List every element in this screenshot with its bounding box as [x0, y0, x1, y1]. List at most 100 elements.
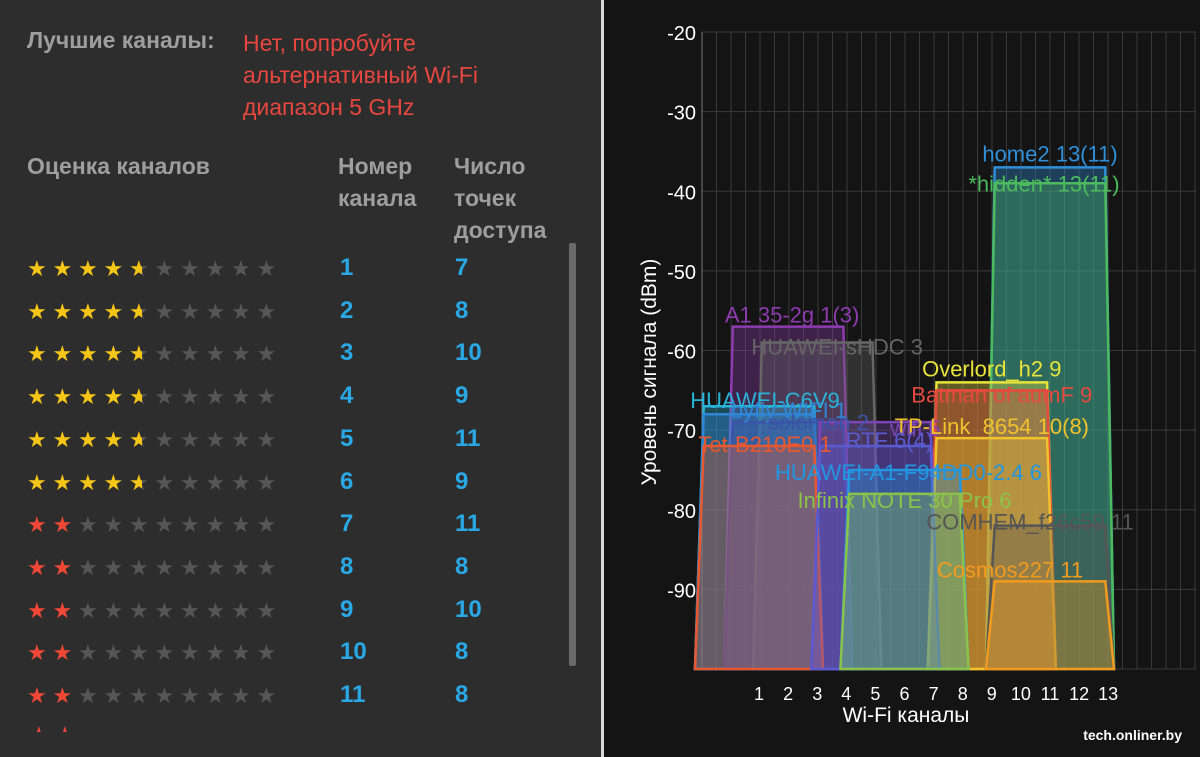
- divider: [601, 0, 604, 757]
- star-icon: ★: [78, 386, 99, 409]
- series-label: Batman of aumF 9: [911, 382, 1092, 407]
- channel-row[interactable]: ★ ★ ★ ★ ★ ★ ★ ★ ★ ★ 1 7: [27, 252, 567, 294]
- x-tick-label: 6: [899, 684, 909, 704]
- channel-row[interactable]: ★ ★ ★ ★ ★ ★ ★ ★ ★ ★ 7 11: [27, 508, 567, 550]
- rating-stars: ★ ★ ★ ★ ★ ★ ★ ★ ★ ★: [27, 514, 327, 536]
- star-icon: ★: [103, 514, 125, 537]
- star-icon: ★: [256, 514, 278, 537]
- x-tick-label: 3: [812, 684, 822, 704]
- star-icon: ★: [52, 599, 74, 622]
- star-icon: ★: [256, 685, 278, 707]
- star-icon: ★: [78, 599, 99, 622]
- x-tick-label: 12: [1069, 684, 1089, 704]
- channel-row[interactable]: ★ ★ ★ ★ ★ ★ ★ ★ ★ ★ 3 10: [27, 337, 567, 379]
- star-icon: ★: [27, 258, 48, 280]
- ap-count: 11: [455, 510, 481, 538]
- star-icon: ★: [129, 301, 155, 323]
- channel-row[interactable]: ★ ★ ★ ★ ★ ★ ★ ★ ★ ★ 10 8: [27, 636, 567, 678]
- star-icon: ★: [27, 556, 48, 579]
- star-icon: ★: [52, 642, 74, 665]
- star-icon: ★: [27, 343, 48, 366]
- channel-number: 4: [340, 382, 354, 410]
- rating-stars: ★ ★ ★ ★ ★ ★ ★ ★ ★ ★: [27, 642, 327, 664]
- channel-number: 3: [340, 339, 354, 367]
- star-icon: ★: [154, 386, 176, 409]
- star-icon: ★: [129, 685, 150, 707]
- y-tick-label: -80: [667, 501, 696, 523]
- star-icon: ★: [103, 685, 125, 707]
- star-icon: ★: [103, 556, 125, 579]
- series-label: COMHEM_f26c59 11: [926, 510, 1133, 535]
- series-label: HUAWEI-C6V9: [690, 388, 840, 413]
- star-icon: ★: [256, 386, 278, 409]
- channel-row[interactable]: ★ ★ ★ ★ ★ ★ ★ ★ ★ ★ 5 11: [27, 423, 567, 465]
- channel-row[interactable]: ★ ★ ★ ★ ★ ★ ★ ★ ★ ★ 8 8: [27, 551, 567, 593]
- star-icon: ★: [256, 343, 278, 366]
- x-tick-label: 9: [987, 684, 997, 704]
- star-icon: ★: [78, 471, 99, 494]
- chart-grid: [701, 31, 1196, 670]
- rating-stars: ★ ★ ★ ★ ★ ★ ★ ★ ★ ★: [27, 386, 327, 408]
- series-label: home2 13(11): [982, 141, 1117, 166]
- star-icon: ★: [129, 599, 150, 622]
- column-header-ap-count: Число точек доступа: [454, 153, 547, 243]
- channel-rating-panel: Лучшие каналы: Нет, попробуйте альтернат…: [0, 0, 601, 757]
- star-icon: ★: [52, 556, 74, 579]
- star-icon: ★: [52, 258, 74, 280]
- star-icon: ★: [180, 556, 201, 579]
- ap-count: 9: [455, 467, 469, 495]
- star-icon: ★: [103, 471, 125, 494]
- rating-stars: ★ ★ ★ ★ ★ ★ ★ ★ ★ ★: [27, 600, 327, 622]
- x-axis-label: Wi-Fi каналы: [843, 704, 970, 727]
- star-icon: ★: [231, 428, 252, 451]
- series-shapes: [693, 166, 1116, 671]
- star-icon: ★: [129, 514, 150, 537]
- star-icon: ★: [180, 599, 201, 622]
- x-tick-label: 5: [870, 684, 880, 704]
- ap-count: 9: [455, 382, 469, 410]
- series-label: Overlord_h2 9: [922, 356, 1061, 381]
- star-icon: ★: [52, 685, 74, 707]
- star-icon: ★: [103, 300, 125, 323]
- star-icon: ★: [154, 685, 176, 707]
- x-tick-label: 10: [1011, 684, 1031, 704]
- channel-row[interactable]: ★ ★ ★ ★ ★ ★ ★ ★ ★ ★ 11 8: [27, 679, 567, 721]
- star-icon: ★: [52, 471, 74, 494]
- channel-row[interactable]: ★ ★ ★ ★ ★ ★ ★ ★ ★ ★ 4 9: [27, 380, 567, 422]
- ap-count: 11: [455, 424, 481, 452]
- channel-row[interactable]: ★ ★ ★ ★ ★ ★ ★ ★ ★ ★ 2 8: [27, 295, 567, 337]
- channel-number: 9: [340, 595, 354, 623]
- ap-count: 8: [455, 638, 469, 666]
- star-icon: ★: [129, 642, 150, 665]
- rating-stars: ★ ★ ★ ★ ★ ★ ★ ★ ★ ★: [27, 557, 327, 579]
- star-icon: ★: [256, 471, 278, 494]
- star-icon: ★: [256, 642, 278, 665]
- y-tick-label: -20: [667, 23, 696, 45]
- rating-stars: ★ ★ ★ ★ ★ ★ ★ ★ ★ ★: [27, 258, 327, 280]
- list-scrollbar[interactable]: [569, 243, 576, 666]
- channel-row[interactable]: ★ ★ ★ ★ ★ ★ ★ ★ ★ ★ 6 9: [27, 466, 567, 508]
- star-icon: ★: [205, 514, 227, 537]
- channel-row[interactable]: ★ ★ ★ ★ ★ ★ ★ ★ ★ ★ 9 10: [27, 594, 567, 636]
- star-icon: ★: [103, 343, 125, 366]
- y-tick-label: -60: [667, 342, 696, 364]
- series-label: *hidden* 13(11): [968, 171, 1119, 196]
- star-icon: ★: [129, 556, 150, 579]
- star-icon: ★: [205, 685, 227, 707]
- x-tick-label: 8: [958, 684, 968, 704]
- star-icon: ★: [154, 556, 176, 579]
- x-tick-label: 4: [841, 684, 851, 704]
- series-label: RTF 6(4): [846, 428, 934, 453]
- series-label: solomon 2: [767, 410, 869, 435]
- star-icon: ★: [256, 556, 278, 579]
- series-label: Infinix NOTE 30 Pro 6: [798, 488, 1012, 513]
- star-icon: ★: [256, 599, 278, 622]
- star-icon: ★: [129, 472, 155, 494]
- star-icon: ★: [103, 599, 125, 622]
- star-icon: ★: [154, 428, 176, 451]
- y-tick-label: -50: [667, 262, 696, 284]
- star-icon: ★: [231, 386, 252, 409]
- star-icon: ★: [154, 642, 176, 665]
- channel-number: 6: [340, 467, 354, 495]
- series-label: wifi 5: [889, 416, 940, 441]
